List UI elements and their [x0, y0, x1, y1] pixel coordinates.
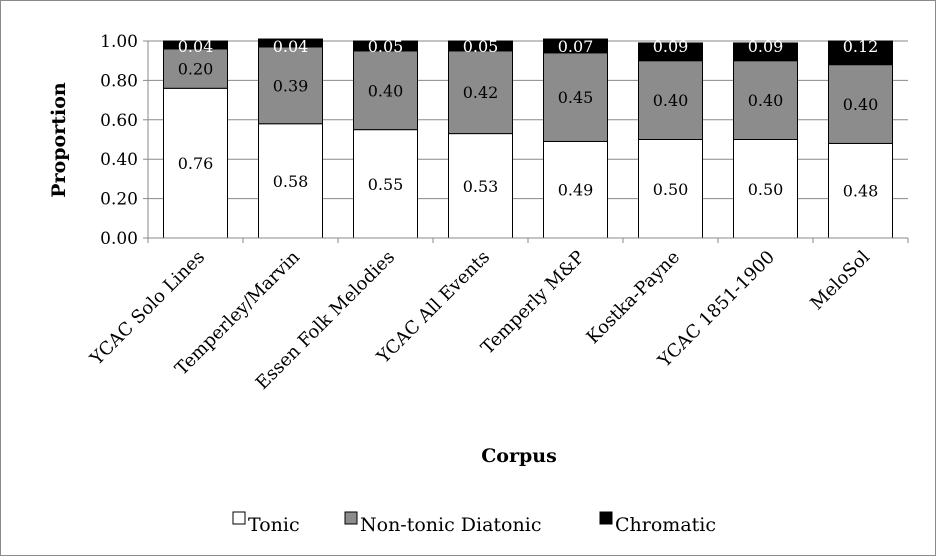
- bar-segment: [543, 38, 608, 54]
- y-tick-label: 0.40: [100, 150, 138, 170]
- x-tick-label: Temperly M&P: [477, 247, 589, 359]
- bar-stacks: 0.760.200.040.580.390.040.550.400.050.53…: [163, 37, 893, 239]
- data-label: 0.40: [843, 95, 879, 114]
- legend-label: Non-tonic Diatonic: [360, 514, 541, 536]
- bar-segment: [353, 50, 418, 131]
- data-label: 0.05: [463, 37, 499, 56]
- data-label: 0.04: [273, 37, 309, 56]
- legend-item: Tonic: [232, 511, 300, 536]
- y-axis-ticks: 0.00 0.20 0.40 0.60 0.80 1.00: [100, 32, 148, 249]
- bar-segment: [543, 140, 608, 239]
- bar-stack: 0.50 0.40 0.09: [733, 37, 798, 239]
- legend-item: Non-tonic Diatonic: [344, 511, 541, 536]
- bar-segment: [638, 42, 703, 62]
- bar-stack: 0.55 0.40 0.05: [353, 37, 418, 239]
- bar-stack: 0.76 0.20 0.04: [163, 37, 228, 239]
- data-label: 0.50: [748, 180, 784, 199]
- axes: [147, 41, 909, 243]
- data-label: 0.09: [653, 37, 689, 56]
- y-tick-label: 0.60: [100, 111, 138, 131]
- data-label: 0.20: [178, 60, 214, 79]
- bar-stack: 0.53 0.42 0.05: [448, 37, 513, 239]
- legend-swatch: [344, 511, 358, 525]
- bar-segment: [828, 142, 893, 239]
- data-label: 0.04: [178, 37, 214, 56]
- data-label: 0.58: [273, 172, 309, 191]
- bar-segment: [163, 87, 228, 239]
- legend-swatch: [599, 511, 613, 525]
- y-tick-label: 0.20: [100, 190, 138, 210]
- data-label: 0.55: [368, 175, 404, 194]
- data-label: 0.40: [653, 91, 689, 110]
- data-label: 0.48: [843, 182, 879, 201]
- legend-swatch: [232, 511, 246, 525]
- bar-segment: [543, 52, 608, 142]
- y-axis-title: Proportion: [48, 82, 70, 198]
- y-tick-label: 1.00: [100, 32, 138, 52]
- data-label: 0.45: [558, 88, 594, 107]
- bar-segment: [163, 40, 228, 50]
- bar-segment: [258, 38, 323, 48]
- bar-segment: [733, 42, 798, 62]
- bar-segment: [353, 40, 418, 52]
- data-label: 0.53: [463, 177, 499, 196]
- y-tick-label: 0.80: [100, 71, 138, 91]
- bar-segment: [733, 139, 798, 239]
- legend-label: Tonic: [248, 514, 300, 536]
- data-label: 0.09: [748, 37, 784, 56]
- data-label: 0.05: [368, 37, 404, 56]
- bar-segment: [828, 40, 893, 66]
- data-label: 0.50: [653, 180, 689, 199]
- y-tick-label: 0.00: [100, 229, 138, 249]
- data-label: 0.07: [558, 37, 594, 56]
- legend: Tonic Non-tonic Diatonic Chromatic: [232, 511, 716, 536]
- bar-segment: [448, 133, 513, 239]
- bar-stack: 0.58 0.39 0.04: [258, 37, 323, 239]
- bar-stack: 0.50 0.40 0.09: [638, 37, 703, 239]
- bar-segment: [733, 60, 798, 141]
- legend-item: Chromatic: [599, 511, 716, 536]
- bar-segment: [258, 46, 323, 125]
- data-label: 0.12: [843, 37, 879, 56]
- data-label: 0.42: [463, 83, 499, 102]
- bar-segment: [638, 139, 703, 239]
- data-label: 0.40: [748, 91, 784, 110]
- bar-segment: [448, 50, 513, 135]
- data-label: 0.40: [368, 81, 404, 100]
- x-axis-title: Corpus: [481, 445, 557, 467]
- bar-stack: 0.48 0.40 0.12: [828, 37, 893, 239]
- data-label: 0.49: [558, 181, 594, 200]
- x-tick-label: MeloSol: [806, 247, 874, 315]
- bar-segment: [638, 60, 703, 141]
- data-label: 0.76: [178, 154, 214, 173]
- x-tick-label: Kostka-Payne: [583, 247, 684, 348]
- bar-stack: 0.49 0.45 0.07: [543, 37, 608, 239]
- bar-segment: [828, 64, 893, 144]
- legend-label: Chromatic: [615, 514, 716, 536]
- bar-segment: [448, 40, 513, 52]
- data-label: 0.39: [273, 76, 309, 95]
